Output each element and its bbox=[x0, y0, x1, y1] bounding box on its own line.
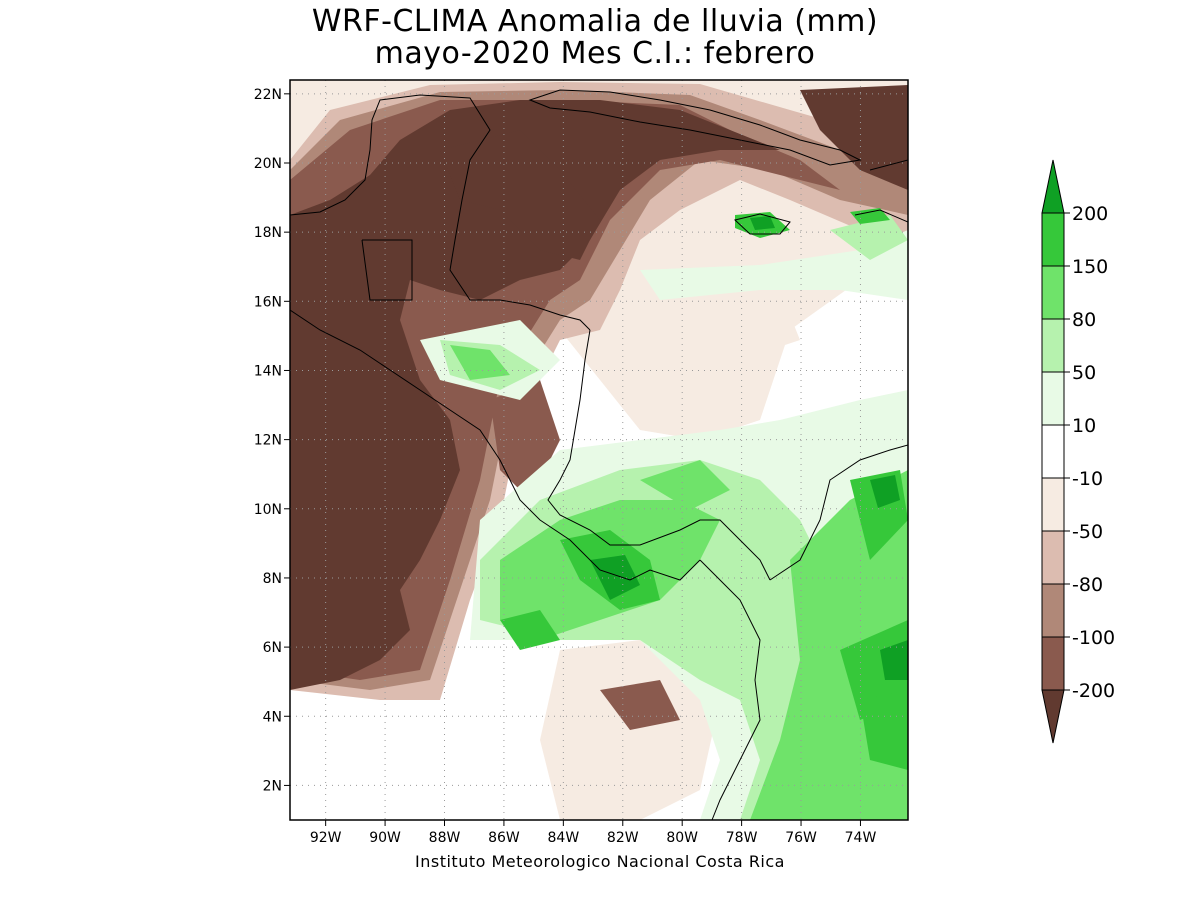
legend-swatch bbox=[1041, 318, 1065, 373]
anomaly-region-light-dry bbox=[700, 290, 800, 360]
lat-tick-label: 22N bbox=[254, 87, 282, 103]
anomaly-region-extreme-wet bbox=[750, 216, 775, 230]
legend-label: 200 bbox=[1072, 203, 1108, 225]
legend-label: -50 bbox=[1072, 521, 1103, 543]
lon-tick-label: 88W bbox=[429, 830, 461, 846]
coastline-south-america-pacific bbox=[699, 559, 761, 820]
lat-tick-label: 18N bbox=[254, 225, 282, 241]
coastline-mexico-yucatan bbox=[290, 94, 591, 331]
lat-tick-label: 8N bbox=[263, 571, 282, 587]
legend-swatch bbox=[1041, 636, 1065, 691]
legend-label: 80 bbox=[1072, 309, 1096, 331]
border-guatemala-belize bbox=[361, 239, 413, 301]
map-gridlines bbox=[290, 80, 908, 820]
anomaly-region-extreme-dry bbox=[440, 130, 600, 260]
anomaly-region-strong-wet bbox=[640, 460, 730, 510]
map-frame bbox=[289, 79, 909, 821]
coastlines bbox=[290, 89, 908, 820]
legend-swatch-top-arrow bbox=[1041, 159, 1065, 214]
axis-ticks: 92W 90W 88W 86W 84W 82W 80W 78W 76W 74W 2N 4N 6N 8N 10… bbox=[254, 87, 877, 846]
lon-tick-label: 86W bbox=[488, 830, 520, 846]
anomaly-region-extreme-wet bbox=[870, 475, 900, 508]
legend-swatch bbox=[1041, 530, 1065, 585]
lat-tick-label: 10N bbox=[254, 502, 282, 518]
anomaly-region-moderate-wet bbox=[830, 215, 908, 260]
anomaly-region-extreme-wet bbox=[880, 640, 908, 680]
legend-label: -10 bbox=[1072, 468, 1103, 490]
lon-tick-label: 74W bbox=[845, 830, 877, 846]
legend-label: -200 bbox=[1072, 680, 1115, 702]
lat-tick-label: 12N bbox=[254, 433, 282, 449]
lat-tick-label: 6N bbox=[263, 640, 282, 656]
coastline-jamaica bbox=[733, 213, 791, 235]
map-title-line-1: WRF-CLIMA Anomalia de lluvia (mm) bbox=[311, 4, 879, 39]
legend-swatch bbox=[1041, 371, 1065, 426]
lat-tick-label: 14N bbox=[254, 363, 282, 379]
legend-swatch bbox=[1041, 583, 1065, 638]
legend-swatch bbox=[1041, 212, 1065, 267]
lon-tick-label: 90W bbox=[369, 830, 401, 846]
anomaly-region-very-wet bbox=[500, 610, 560, 650]
legend-label: -80 bbox=[1072, 574, 1103, 596]
lon-tick-label: 78W bbox=[726, 830, 758, 846]
legend-label: -100 bbox=[1072, 627, 1115, 649]
color-legend: 200 150 80 50 10 -10 -50 -80 -100 -200 bbox=[1041, 159, 1115, 744]
lon-tick-label: 82W bbox=[607, 830, 639, 846]
legend-label: 50 bbox=[1072, 362, 1096, 384]
anomaly-field bbox=[290, 80, 908, 820]
coastline-south-america-caribbean bbox=[769, 444, 908, 581]
credit-text: Instituto Meteorologico Nacional Costa R… bbox=[415, 852, 785, 871]
lat-tick-label: 16N bbox=[254, 294, 282, 310]
map-title-line-2: mayo-2020 Mes C.I.: febrero bbox=[374, 36, 816, 71]
anomaly-region-strong-dry bbox=[600, 680, 680, 730]
legend-swatch bbox=[1041, 265, 1065, 320]
lat-tick-label: 2N bbox=[263, 778, 282, 794]
lon-tick-label: 84W bbox=[548, 830, 580, 846]
anomaly-region-light-wet bbox=[640, 230, 908, 300]
legend-swatch bbox=[1041, 424, 1065, 479]
anomaly-region-extreme-dry bbox=[800, 85, 908, 190]
lon-tick-label: 76W bbox=[785, 830, 817, 846]
coastline-central-america-caribbean bbox=[547, 329, 771, 581]
coastline-cuba bbox=[528, 89, 862, 166]
legend-label: 150 bbox=[1072, 256, 1108, 278]
coastline-central-america-pacific bbox=[290, 309, 701, 581]
legend-swatch-bottom-arrow bbox=[1041, 689, 1065, 744]
legend-swatch bbox=[1041, 477, 1065, 532]
anomaly-region-strong-wet bbox=[450, 345, 510, 380]
lon-tick-label: 92W bbox=[310, 830, 342, 846]
coastline-hispaniola bbox=[854, 159, 908, 223]
lat-tick-label: 4N bbox=[263, 709, 282, 725]
lat-tick-label: 20N bbox=[254, 156, 282, 172]
lon-tick-label: 80W bbox=[666, 830, 698, 846]
legend-label: 10 bbox=[1072, 415, 1096, 437]
anomaly-region-very-wet bbox=[860, 690, 908, 770]
